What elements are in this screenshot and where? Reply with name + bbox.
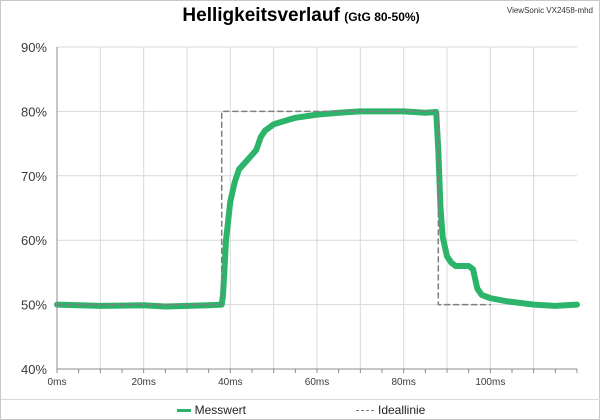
chart-title: Helligkeitsverlauf (GtG 80-50%) xyxy=(1,5,600,27)
chart-subtitle: (GtG 80-50%) xyxy=(344,10,420,24)
legend-item-messwert: Messwert xyxy=(176,403,246,417)
legend-label-ideallinie: Ideallinie xyxy=(377,403,426,417)
legend-label-messwert: Messwert xyxy=(194,403,246,417)
x-tick-label: 60ms xyxy=(305,377,329,388)
series-layer xyxy=(54,108,580,310)
x-tick-label: 20ms xyxy=(131,377,155,388)
grid-lines xyxy=(57,46,577,370)
y-tick-labels: 40% 50% 60% 70% 80% 90% xyxy=(21,40,47,377)
y-tick-label: 70% xyxy=(21,169,47,184)
y-tick-label: 90% xyxy=(21,40,47,55)
x-tick-label: 40ms xyxy=(218,377,242,388)
legend: Messwert Ideallinie xyxy=(1,399,600,420)
x-tick-label: 0ms xyxy=(48,377,67,388)
y-tick-label: 40% xyxy=(21,362,47,377)
axes-layer xyxy=(56,47,578,373)
legend-item-ideallinie: Ideallinie xyxy=(355,403,426,417)
y-tick-label: 60% xyxy=(21,233,47,248)
y-tick-label: 80% xyxy=(21,104,47,119)
x-tick-label: 80ms xyxy=(391,377,415,388)
monitor-model-label: ViewSonic VX2458-mhd xyxy=(506,6,593,15)
y-tick-label: 50% xyxy=(21,298,47,313)
legend-swatch-solid xyxy=(176,408,191,412)
legend-swatch-dashed xyxy=(355,409,374,411)
plot-area: 40% 50% 60% 70% 80% 90% 0ms 20ms 40ms 60ms 80ms 10… xyxy=(21,40,580,388)
x-tick-labels: 0ms 20ms 40ms 60ms 80ms 100ms xyxy=(48,377,506,388)
chart-title-main: Helligkeitsverlauf xyxy=(182,5,340,26)
x-tick-label: 100ms xyxy=(475,377,505,388)
series-line-ideallinie xyxy=(56,110,492,306)
